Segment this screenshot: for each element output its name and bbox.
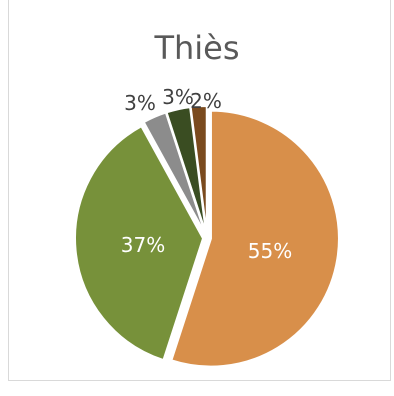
pie-slice-label: 37% [121,233,165,257]
pie-slice-label: 55% [248,239,292,263]
pie-slice-label: 3% [162,85,194,109]
pie-labels: 55%37%3% 3%2% [121,85,292,263]
chart-title: Thiès [154,29,240,67]
pie-slice-label: 2% [190,89,222,113]
pie-slice [189,105,208,235]
pie-slice-label: 3% [124,91,156,115]
pie-slices [74,105,340,368]
pie-slice [170,109,340,368]
pie-slice [74,124,205,362]
